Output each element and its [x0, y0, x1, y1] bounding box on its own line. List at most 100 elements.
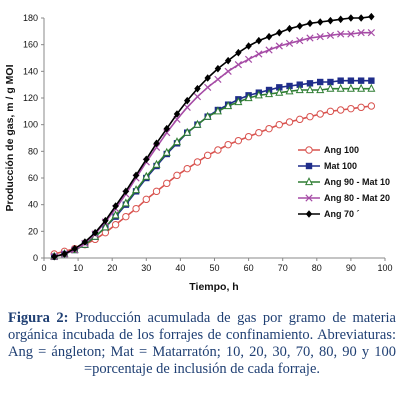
data-point: [265, 89, 274, 98]
data-point: [132, 204, 140, 213]
data-point: [305, 85, 314, 94]
data-point: [327, 16, 334, 25]
y-tick-label: 160: [23, 40, 38, 50]
data-point: [337, 77, 344, 84]
data-point: [276, 28, 283, 37]
data-point: [326, 107, 335, 116]
x-tick-label: 40: [175, 263, 185, 273]
legend-marker: [305, 146, 313, 154]
data-point: [61, 250, 68, 258]
data-point: [286, 82, 293, 90]
data-point: [337, 30, 345, 38]
data-point: [214, 75, 222, 83]
x-tick-label: 0: [41, 263, 46, 273]
data-point: [347, 14, 355, 22]
series-5: [51, 12, 375, 261]
data-point: [224, 140, 232, 149]
data-point: [275, 42, 283, 50]
data-point: [183, 103, 191, 111]
data-point: [152, 187, 161, 196]
data-point: [101, 222, 110, 231]
x-tick-label: 50: [209, 263, 219, 273]
data-point: [91, 228, 99, 237]
series-layer: [50, 12, 376, 261]
x-tick-label: 70: [278, 263, 288, 273]
data-point: [102, 216, 109, 225]
data-point: [122, 187, 130, 196]
data-point: [142, 171, 151, 180]
data-point: [367, 83, 376, 92]
legend-marker: [304, 177, 314, 186]
y-tick-label: 0: [33, 253, 38, 263]
data-point: [255, 36, 263, 45]
legend-entry: Ang 90 - Mat 10: [298, 177, 390, 187]
data-point: [143, 155, 150, 164]
data-point: [286, 24, 293, 33]
data-point: [336, 106, 345, 114]
data-point: [357, 83, 366, 92]
legend-entry: Ang 100: [298, 145, 359, 155]
data-point: [81, 238, 89, 246]
y-tick-label: 180: [23, 13, 38, 23]
data-point: [276, 84, 283, 91]
data-point: [306, 34, 314, 42]
y-tick-label: 80: [28, 146, 38, 156]
x-tick-label: 20: [107, 263, 117, 273]
series-line: [54, 15, 372, 258]
data-point: [357, 14, 365, 22]
data-point: [327, 78, 334, 86]
data-point: [265, 46, 273, 54]
legend-marker: [305, 162, 313, 170]
y-tick-label: 20: [28, 226, 38, 236]
y-tick-label: 140: [23, 66, 38, 76]
data-point: [367, 29, 375, 37]
data-point: [193, 93, 202, 101]
data-point: [295, 85, 304, 94]
data-point: [285, 118, 294, 126]
data-point: [132, 185, 141, 194]
data-point: [296, 37, 304, 45]
data-point: [244, 55, 253, 63]
data-point: [244, 93, 253, 102]
y-tick-label: 60: [28, 173, 38, 183]
data-point: [326, 31, 335, 39]
data-point: [121, 198, 130, 207]
data-point: [153, 139, 160, 148]
data-point: [184, 96, 191, 105]
data-point: [245, 42, 252, 50]
data-point: [214, 64, 222, 73]
data-point: [203, 151, 212, 160]
data-point: [224, 56, 232, 65]
data-point: [183, 164, 191, 173]
gas-production-chart: 0 10 20 30 40 50 60 70 80 90 100 0 20 40 60 80 100 120 14…: [4, 12, 393, 293]
y-tick-label: 100: [23, 120, 38, 130]
data-point: [224, 101, 233, 110]
data-point: [173, 110, 181, 118]
data-point: [275, 87, 284, 96]
y-tick-label: 120: [23, 93, 38, 103]
data-point: [368, 77, 375, 84]
data-point: [112, 202, 119, 210]
legend: Ang 100 Mat 100 Ang 90 - Mat 10 Ang 80 - Ma…: [298, 145, 390, 219]
x-tick-label: 80: [312, 263, 322, 273]
data-point: [142, 195, 151, 204]
data-point: [285, 86, 294, 95]
data-point: [193, 119, 202, 128]
series-3: [50, 83, 376, 260]
data-point: [214, 146, 222, 154]
data-point: [296, 22, 303, 30]
data-point: [193, 158, 202, 166]
data-point: [203, 111, 212, 120]
data-point: [367, 102, 376, 110]
data-point: [224, 67, 232, 75]
data-point: [285, 39, 294, 47]
legend-entry: Ang 70 ´: [298, 209, 360, 219]
data-point: [234, 136, 243, 145]
data-point: [357, 77, 365, 84]
figure-caption: Figura 2: Producción acumulada de gas po…: [8, 310, 396, 378]
legend-marker: [305, 194, 313, 202]
data-point: [234, 61, 242, 69]
data-point: [306, 19, 314, 28]
data-point: [111, 210, 120, 219]
data-point: [71, 244, 78, 253]
